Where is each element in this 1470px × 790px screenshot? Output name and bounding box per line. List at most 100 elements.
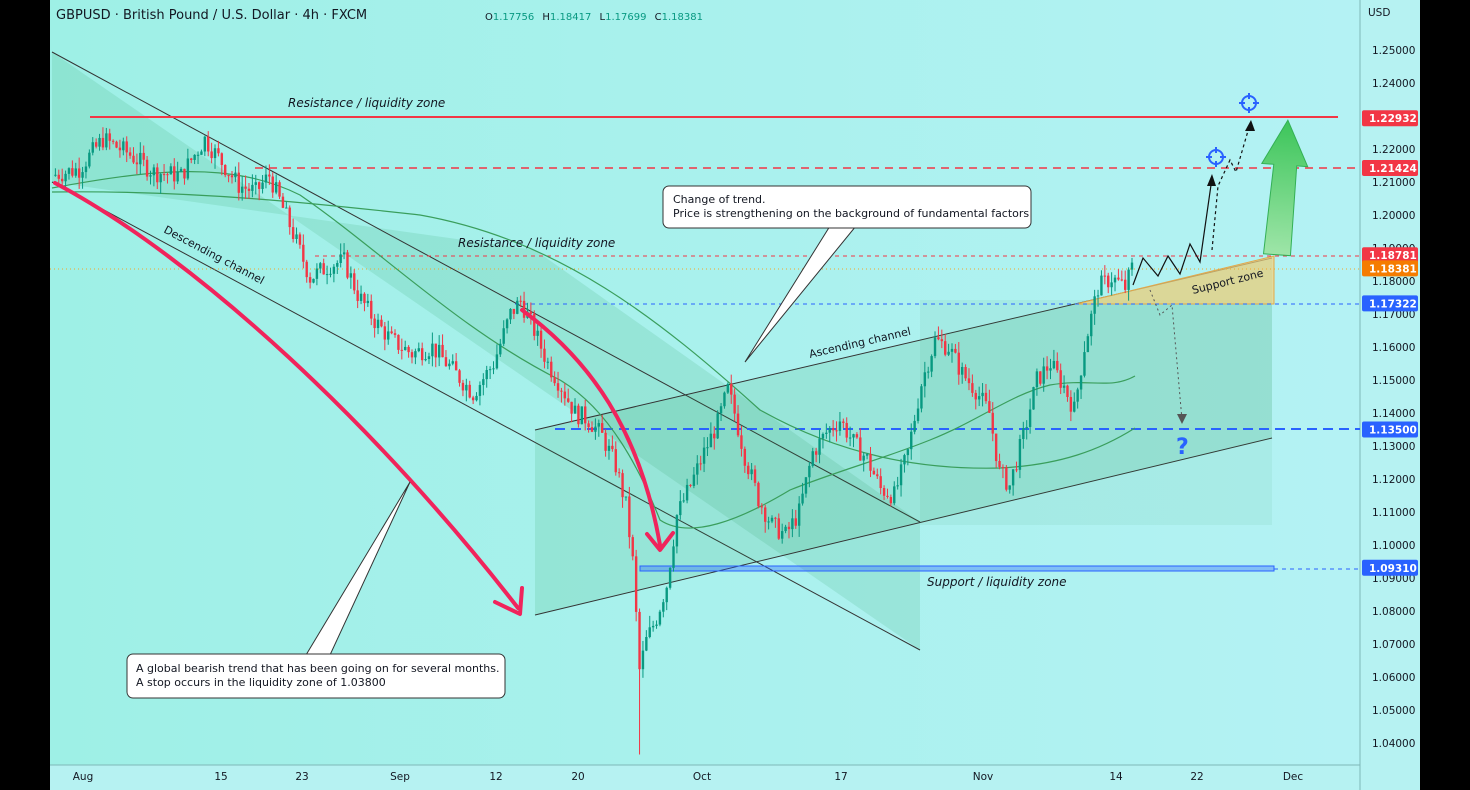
candle (808, 461, 811, 488)
candle (295, 227, 298, 244)
candle (750, 463, 753, 481)
y-tick-label: 1.24000 (1372, 78, 1415, 90)
bearish-trend-arrowhead (493, 586, 524, 616)
candle (288, 205, 291, 235)
candle (298, 232, 302, 249)
candle (329, 267, 332, 278)
candle (1130, 257, 1134, 276)
resistance-low-price-label: 1.18781 (1362, 247, 1418, 264)
y-tick-label: 1.25000 (1372, 45, 1415, 57)
candle (274, 174, 278, 195)
candle (203, 135, 207, 157)
support-liquidity-price-label: 1.09310 (1362, 559, 1418, 576)
candle (152, 164, 156, 187)
candle (1083, 341, 1086, 378)
candle (210, 142, 213, 164)
candle (804, 476, 808, 498)
candle (533, 310, 536, 341)
candle (692, 467, 696, 489)
svg-text:1.21424: 1.21424 (1369, 163, 1417, 175)
drop-arrowhead (645, 531, 675, 552)
candle (1018, 434, 1022, 479)
chart-title[interactable]: GBPUSD · British Pound / U.S. Dollar · 4… (56, 8, 367, 23)
candle (662, 599, 665, 618)
candle (220, 152, 224, 176)
projection-path-continued (1211, 123, 1251, 251)
candle (420, 342, 424, 366)
candle (291, 218, 295, 243)
candle (179, 166, 183, 173)
trend-change-callout[interactable] (662, 185, 1032, 229)
candle (346, 249, 349, 280)
support-liquidity-zone[interactable] (639, 565, 1275, 572)
candle (74, 162, 77, 178)
y-tick-label: 1.12000 (1372, 474, 1415, 486)
candle (132, 147, 135, 164)
plot-background (50, 0, 1360, 765)
candle (441, 334, 444, 358)
candle (960, 362, 964, 384)
candle (787, 521, 791, 539)
candle (1096, 289, 1100, 307)
ohlc-high-label: H (542, 12, 550, 23)
candle (482, 373, 485, 396)
candle (322, 258, 325, 275)
candle (410, 349, 414, 364)
y-tick-label: 1.10000 (1372, 540, 1415, 552)
bearish-trend-callout[interactable] (126, 653, 506, 699)
candle (764, 504, 767, 533)
candle (509, 308, 512, 324)
candle (801, 482, 804, 506)
projection-arrowhead-up (1207, 174, 1216, 186)
projection-path-down (1149, 289, 1183, 421)
candle (733, 388, 736, 422)
ohlc-close: 1.18381 (662, 12, 703, 23)
y-tick-label: 1.17000 (1372, 309, 1415, 321)
resistance-mid-label: Resistance / liquidity zone (458, 236, 615, 250)
candle (675, 514, 679, 554)
candle (828, 426, 831, 443)
ohlc-readout: O1.17756 H1.18417 L1.17699 C1.18381 (485, 12, 703, 23)
descending-channel[interactable] (52, 52, 920, 650)
candle (213, 144, 217, 169)
candle (672, 539, 675, 572)
candle (876, 468, 879, 479)
candle (254, 174, 257, 195)
x-tick-label: Oct (693, 771, 711, 783)
resistance-mid-price-label: 1.21424 (1362, 160, 1418, 177)
candle (981, 383, 984, 407)
candle (971, 374, 974, 397)
resistance-top-label: Resistance / liquidity zone (288, 96, 445, 110)
candle (224, 164, 227, 178)
candle (944, 334, 947, 357)
candle (1076, 387, 1079, 409)
candle (1052, 349, 1056, 370)
projection-path-up (1132, 177, 1213, 286)
candle (207, 131, 210, 157)
candle (176, 161, 179, 185)
candle (859, 428, 862, 461)
candle (434, 343, 437, 368)
candle (485, 365, 488, 388)
y-tick-label: 1.20000 (1372, 210, 1415, 222)
candle (1001, 464, 1005, 479)
candle (111, 139, 115, 145)
candle (1100, 270, 1103, 296)
candle (685, 478, 689, 504)
candle (54, 168, 57, 177)
candle (862, 452, 865, 472)
candle (417, 342, 420, 353)
candle (760, 503, 764, 515)
candle (617, 468, 621, 478)
candle (1086, 333, 1090, 353)
candle (777, 513, 780, 541)
y-tick-label: 1.13000 (1372, 441, 1415, 453)
candle (560, 387, 563, 403)
candle (1107, 272, 1110, 294)
candle (825, 423, 828, 439)
ohlc-close-label: C (655, 12, 662, 23)
candle (991, 402, 994, 442)
y-tick-label: 1.05000 (1372, 705, 1415, 717)
candle (937, 326, 940, 341)
